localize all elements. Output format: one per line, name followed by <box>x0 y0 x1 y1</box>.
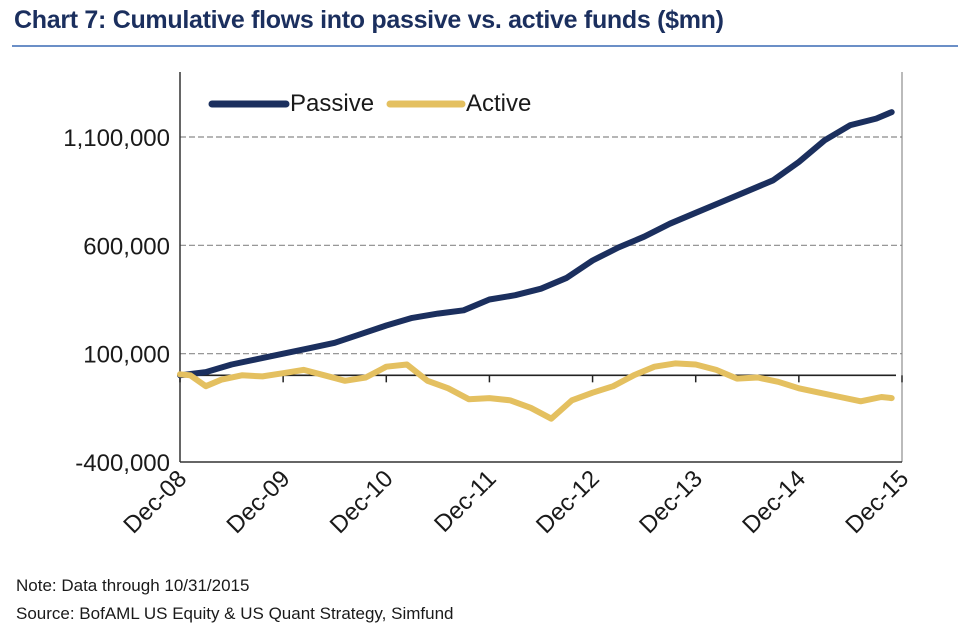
x-tick-label: Dec-14 <box>737 465 811 539</box>
series-line-passive <box>177 109 895 379</box>
legend-label-active: Active <box>466 90 531 117</box>
legend-label-passive: Passive <box>290 90 374 117</box>
x-tick-label: Dec-10 <box>325 465 399 539</box>
x-tick-label: Dec-15 <box>840 465 914 539</box>
series-layer <box>177 109 895 422</box>
title-rule <box>12 45 958 47</box>
y-tick-label: 1,100,000 <box>63 125 170 152</box>
grid-layer <box>180 136 902 355</box>
chart-title: Chart 7: Cumulative flows into passive v… <box>14 6 724 34</box>
x-tick-label: Dec-11 <box>429 465 502 538</box>
y-tick-label: 600,000 <box>83 233 170 260</box>
source-note: Source: BofAML US Equity & US Quant Stra… <box>16 604 454 623</box>
x-tick-label: Dec-13 <box>634 465 708 539</box>
y-tick-label: -400,000 <box>75 450 170 477</box>
x-tick-label: Dec-12 <box>531 465 605 539</box>
y-tick-label: 100,000 <box>83 342 170 369</box>
series-line-active <box>177 360 895 422</box>
data-note: Note: Data through 10/31/2015 <box>16 576 250 595</box>
legend-layer: Passive Active <box>208 90 531 117</box>
x-tick-label: Dec-09 <box>222 465 296 539</box>
